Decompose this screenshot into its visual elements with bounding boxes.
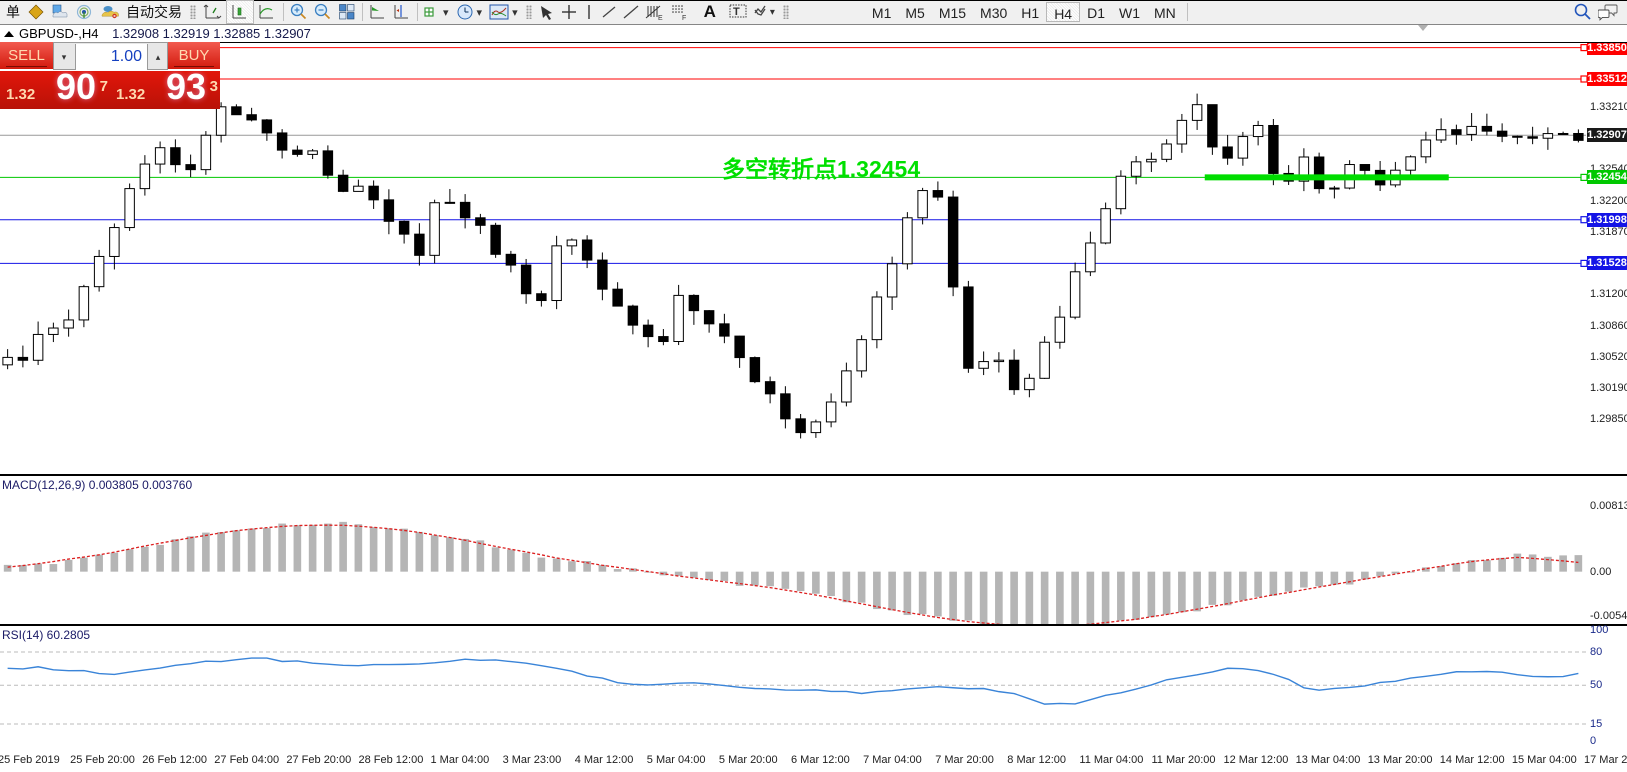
svg-text:E: E — [658, 15, 663, 21]
svg-text:F: F — [682, 15, 686, 21]
svg-text:T: T — [733, 6, 740, 18]
